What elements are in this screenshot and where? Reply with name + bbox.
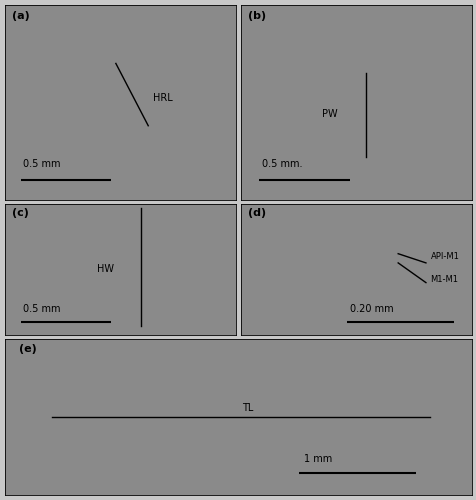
Text: HRL: HRL: [152, 94, 172, 104]
Text: 0.5 mm: 0.5 mm: [23, 158, 60, 168]
Text: (a): (a): [12, 11, 30, 21]
Text: 1 mm: 1 mm: [303, 454, 331, 464]
Text: PW: PW: [322, 109, 337, 119]
Text: 0.5 mm: 0.5 mm: [23, 304, 60, 314]
Text: (d): (d): [247, 208, 265, 218]
Text: TL: TL: [242, 403, 253, 413]
Text: HW: HW: [96, 264, 113, 274]
Text: M1-M1: M1-M1: [430, 276, 457, 284]
Text: 0.5 mm.: 0.5 mm.: [261, 158, 301, 168]
Text: (b): (b): [247, 11, 265, 21]
Text: API-M1: API-M1: [430, 252, 458, 261]
Text: (c): (c): [12, 208, 29, 218]
Text: 0.20 mm: 0.20 mm: [349, 304, 392, 314]
Text: (e): (e): [19, 344, 37, 354]
